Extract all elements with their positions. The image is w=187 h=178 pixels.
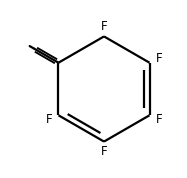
Text: F: F	[101, 145, 107, 158]
Text: F: F	[156, 52, 163, 65]
Text: F: F	[101, 20, 107, 33]
Text: F: F	[156, 113, 163, 126]
Text: F: F	[46, 113, 52, 126]
